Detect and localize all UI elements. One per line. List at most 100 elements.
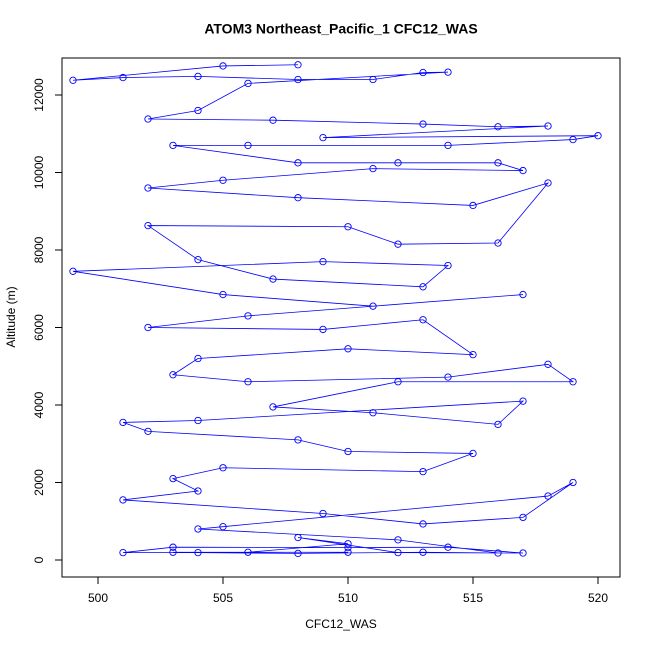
- data-point: [519, 549, 527, 557]
- data-point: [244, 141, 252, 150]
- data-point: [194, 487, 202, 495]
- data-point: [319, 133, 327, 142]
- data-point: [494, 420, 502, 429]
- data-point: [419, 520, 427, 528]
- data-point: [519, 290, 527, 299]
- data-point: [394, 378, 402, 386]
- data-point: [419, 283, 427, 291]
- data-point: [444, 68, 452, 76]
- y-tick-label: 8000: [32, 236, 46, 263]
- data-point: [569, 135, 577, 144]
- x-tick-label: 515: [463, 591, 483, 605]
- data-point: [569, 378, 577, 386]
- chart-title: ATOM3 Northeast_Pacific_1 CFC12_WAS: [204, 21, 477, 37]
- data-point: [444, 141, 452, 150]
- data-point: [494, 549, 502, 557]
- data-point: [119, 496, 127, 504]
- y-tick-label: 12000: [32, 78, 46, 112]
- data-point: [344, 223, 352, 231]
- data-point: [119, 548, 127, 557]
- data-point: [319, 257, 327, 266]
- data-point: [394, 240, 402, 248]
- data-point: [294, 194, 302, 202]
- data-point: [369, 164, 377, 173]
- data-point: [344, 345, 352, 353]
- data-point: [419, 467, 427, 476]
- data-point: [594, 132, 602, 140]
- data-point: [244, 378, 252, 386]
- data-point: [269, 116, 277, 124]
- data-point: [244, 548, 252, 556]
- data-point: [294, 533, 302, 542]
- data-point: [244, 312, 252, 320]
- data-point: [244, 79, 252, 88]
- data-point: [144, 427, 152, 435]
- data-point: [119, 73, 127, 82]
- data-point: [569, 478, 577, 487]
- data-point: [519, 513, 527, 522]
- x-axis-title: CFC12_WAS: [305, 617, 377, 631]
- data-point: [194, 548, 202, 557]
- data-point: [194, 256, 202, 264]
- data-point: [319, 509, 327, 518]
- data-point: [294, 549, 302, 558]
- x-tick-label: 505: [213, 591, 233, 605]
- data-point: [194, 354, 202, 363]
- data-point: [194, 106, 202, 115]
- data-point: [419, 68, 427, 77]
- data-point: [194, 525, 202, 533]
- data-point: [169, 371, 177, 379]
- data-point: [469, 350, 477, 359]
- x-tick-label: 520: [588, 591, 608, 605]
- data-point: [494, 159, 502, 167]
- data-point: [344, 447, 352, 456]
- data-point: [169, 474, 177, 483]
- y-tick-label: 0: [32, 556, 46, 563]
- data-point: [494, 123, 502, 131]
- data-point: [419, 548, 427, 556]
- data-point: [469, 449, 477, 458]
- data-point: [219, 464, 227, 472]
- data-point: [219, 176, 227, 184]
- data-point: [369, 302, 377, 310]
- y-tick-label: 2000: [32, 469, 46, 496]
- data-point: [444, 543, 452, 551]
- data-point: [419, 120, 427, 128]
- data-point: [219, 62, 227, 70]
- data-point: [294, 159, 302, 167]
- y-tick-label: 4000: [32, 391, 46, 418]
- data-point: [194, 416, 202, 425]
- data-point: [469, 201, 477, 210]
- data-point: [144, 115, 152, 123]
- data-point: [144, 221, 152, 230]
- x-tick-label: 510: [338, 591, 358, 605]
- data-point: [394, 548, 402, 557]
- data-point: [294, 75, 302, 84]
- data-point: [269, 403, 277, 411]
- data-point: [519, 166, 527, 175]
- data-line: [72, 64, 599, 554]
- data-point: [344, 540, 352, 548]
- data-point: [294, 61, 302, 69]
- data-point: [344, 543, 352, 552]
- data-point: [169, 543, 177, 551]
- data-point: [269, 275, 277, 283]
- data-point: [169, 548, 177, 556]
- y-tick-label: 10000: [32, 155, 46, 189]
- data-point: [544, 179, 552, 187]
- data-point: [319, 325, 327, 334]
- data-point: [444, 373, 452, 381]
- data-point: [494, 239, 502, 247]
- data-point: [294, 436, 302, 444]
- data-point: [194, 72, 202, 81]
- y-tick-label: 6000: [32, 314, 46, 341]
- data-point: [369, 75, 377, 84]
- data-point: [544, 360, 552, 368]
- data-point: [169, 141, 177, 150]
- y-axis-title: Altitude (m): [4, 286, 18, 347]
- data-point: [519, 397, 527, 405]
- data-point: [544, 492, 552, 500]
- data-point: [69, 267, 77, 275]
- data-point: [369, 409, 377, 417]
- x-tick-label: 500: [88, 591, 108, 605]
